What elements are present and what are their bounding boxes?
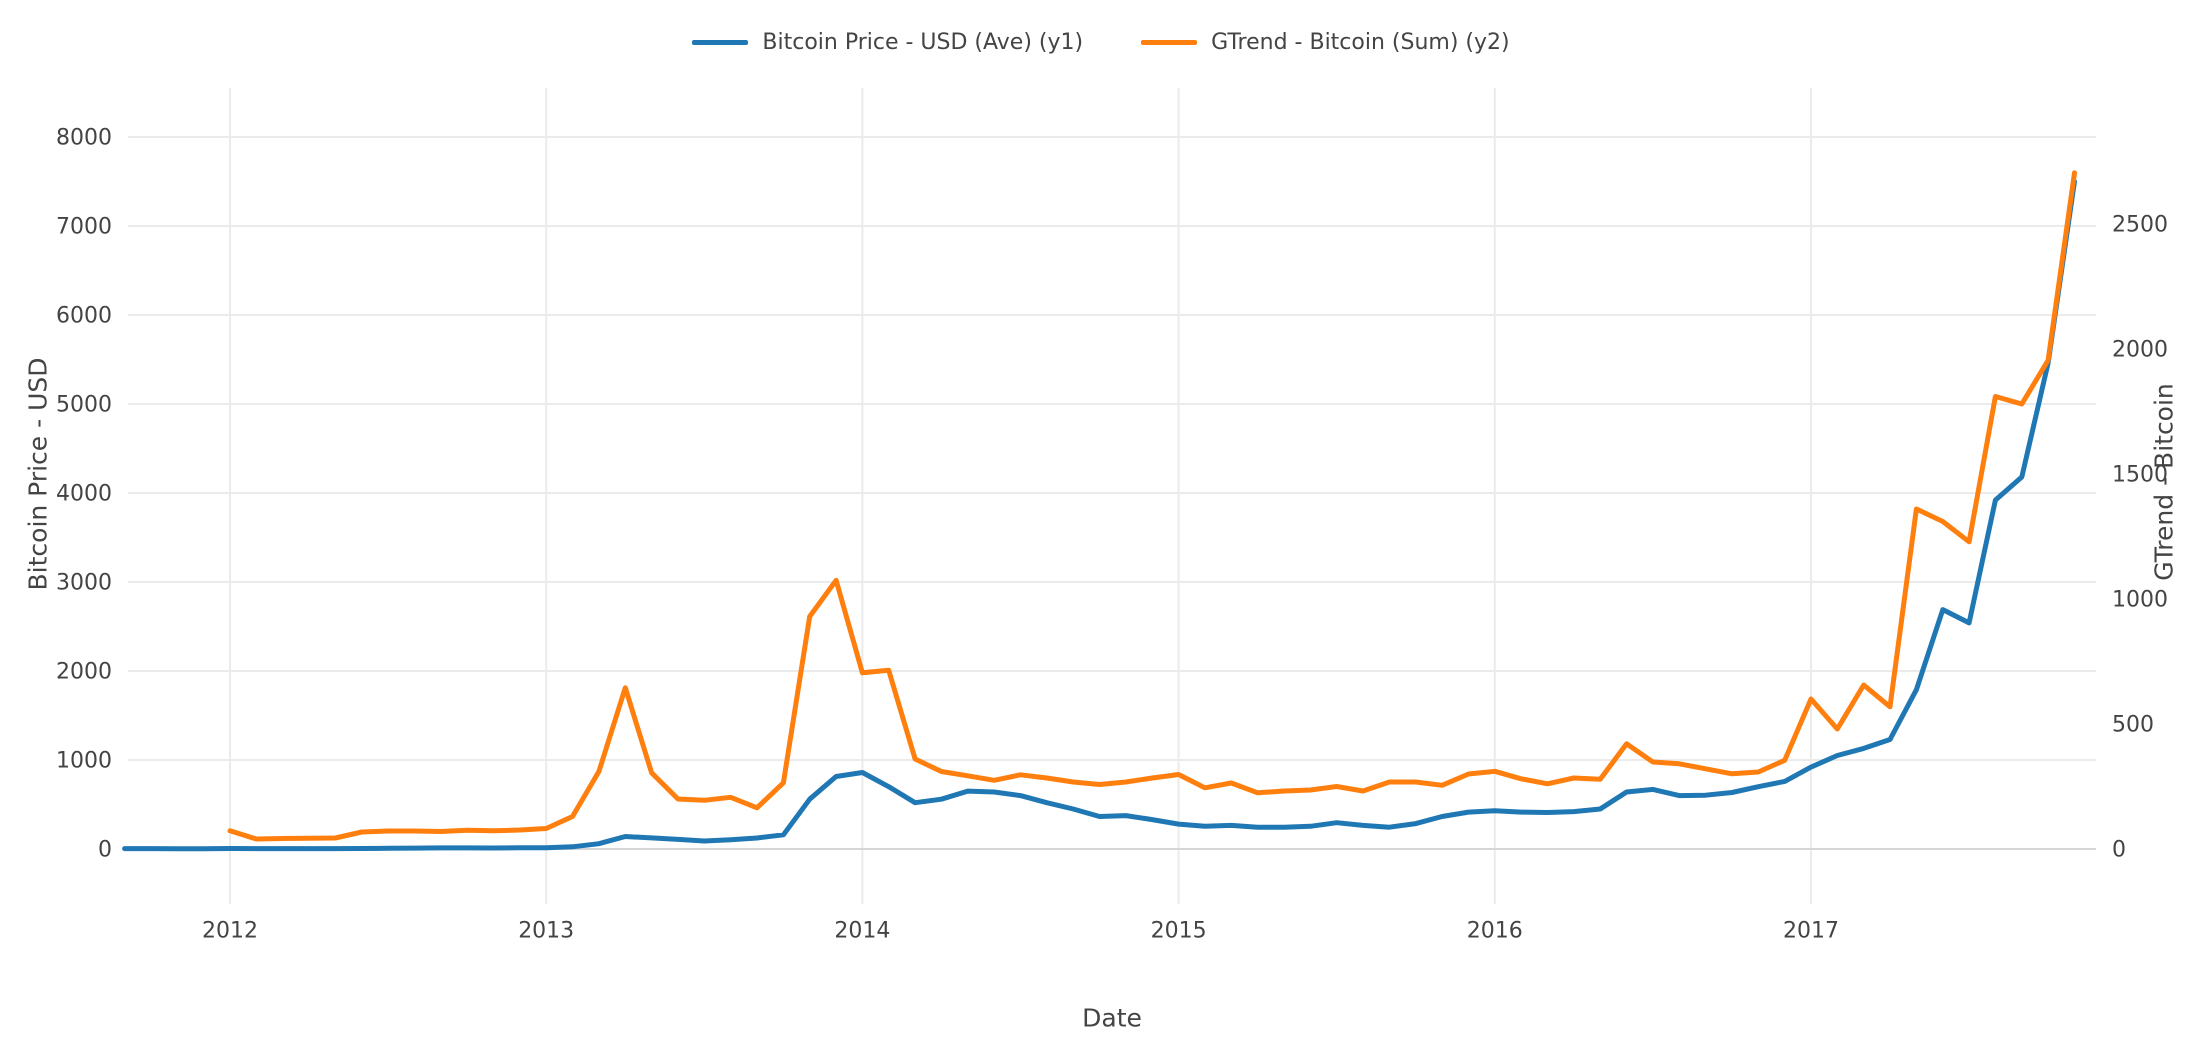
y2-axis-title: GTrend - Bitcoin xyxy=(2149,383,2179,581)
legend: Bitcoin Price - USD (Ave) (y1) GTrend - … xyxy=(0,30,2202,55)
y1-tick-label-6000: 6000 xyxy=(56,304,112,329)
y1-tick-label-1000: 1000 xyxy=(56,749,112,774)
legend-label-gtrend: GTrend - Bitcoin (Sum) (y2) xyxy=(1211,30,1510,55)
series-line-btc-price xyxy=(122,179,2077,852)
x-tick-label-2016: 2016 xyxy=(1467,919,1523,944)
tick-labels: 2012 2013 2014 2015 2016 2017 0 1000 2000 3000 400… xyxy=(56,126,2168,944)
x-tick-label-2017: 2017 xyxy=(1783,919,1839,944)
gridlines xyxy=(128,88,2096,904)
x-tick-label-2012: 2012 xyxy=(202,919,258,944)
x-tick-label-2014: 2014 xyxy=(834,919,890,944)
y2-tick-label-2500: 2500 xyxy=(2112,213,2168,238)
y1-tick-label-0: 0 xyxy=(98,838,112,863)
y2-tick-label-1500: 1500 xyxy=(2112,463,2168,488)
x-tick-label-2015: 2015 xyxy=(1151,919,1207,944)
y1-tick-label-3000: 3000 xyxy=(56,571,112,596)
x-axis-title: Date xyxy=(1082,1003,1142,1033)
y1-tick-label-7000: 7000 xyxy=(56,215,112,240)
y1-tick-label-5000: 5000 xyxy=(56,393,112,418)
y1-axis-title: Bitcoin Price - USD xyxy=(23,357,53,591)
y2-tick-label-2000: 2000 xyxy=(2112,338,2168,363)
y2-tick-label-500: 500 xyxy=(2112,713,2154,738)
y2-tick-label-1000: 1000 xyxy=(2112,588,2168,613)
series-line-gtrend xyxy=(227,170,2077,842)
legend-label-bitcoin-price: Bitcoin Price - USD (Ave) (y1) xyxy=(762,30,1084,55)
y1-tick-label-8000: 8000 xyxy=(56,126,112,151)
legend-item-gtrend[interactable]: GTrend - Bitcoin (Sum) (y2) xyxy=(1141,30,1510,55)
legend-swatch-orange-line xyxy=(1141,40,1198,45)
legend-swatch-blue-line xyxy=(692,40,749,45)
y1-tick-label-4000: 4000 xyxy=(56,482,112,507)
y2-tick-label-0: 0 xyxy=(2112,838,2126,863)
series-lines xyxy=(122,170,2077,852)
legend-item-bitcoin-price[interactable]: Bitcoin Price - USD (Ave) (y1) xyxy=(692,30,1083,55)
x-tick-label-2013: 2013 xyxy=(518,919,574,944)
y1-tick-label-2000: 2000 xyxy=(56,660,112,685)
